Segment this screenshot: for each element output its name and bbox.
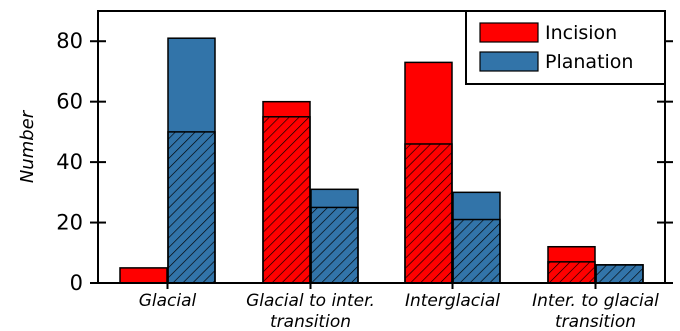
category-label: transition — [555, 312, 636, 331]
planation-hatched-bar-2 — [310, 206, 359, 284]
planation-legend-label: Planation — [545, 51, 633, 73]
incision-legend-label: Incision — [545, 22, 617, 44]
y-tick-label: 0 — [70, 271, 83, 295]
y-tick-label: 60 — [56, 90, 83, 114]
category-label: Glacial to inter. — [246, 291, 375, 311]
y-tick-label: 40 — [56, 150, 83, 174]
category-label: Inter. to glacial — [532, 291, 659, 311]
y-tick-label: 20 — [56, 211, 83, 235]
category-label: Glacial — [139, 291, 197, 311]
planation-hatched-bar-4 — [595, 264, 644, 284]
planation-hatched-bar-3 — [452, 218, 501, 284]
y-axis-title: Number — [17, 109, 38, 183]
planation-legend-swatch — [479, 51, 539, 72]
incision-hatched-bar-2 — [262, 116, 311, 284]
incision-legend-swatch — [479, 22, 539, 43]
legend: Incision Planation — [465, 10, 666, 85]
category-label: Interglacial — [405, 291, 500, 311]
incision-hatched-bar-4 — [547, 261, 596, 284]
planation-hatched-bar-1 — [167, 131, 216, 284]
incision-bar-1 — [119, 267, 168, 284]
category-label: transition — [270, 312, 351, 331]
y-tick-label: 80 — [56, 29, 83, 53]
incision-hatched-bar-3 — [404, 143, 453, 284]
plot-frame — [97, 10, 666, 284]
bars-layer — [119, 37, 644, 284]
